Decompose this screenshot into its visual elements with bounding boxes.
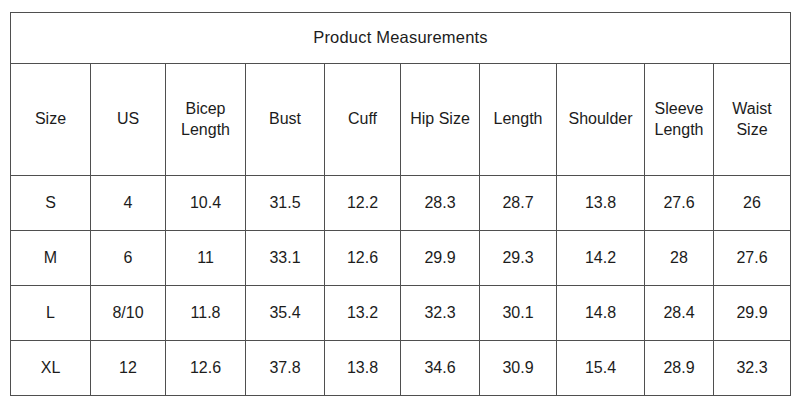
cell-xl-bicep-length: 12.6 <box>166 341 246 396</box>
cell-xl-waist-size: 32.3 <box>714 341 791 396</box>
cell-l-sleeve-length: 28.4 <box>645 286 714 341</box>
column-header-cuff: Cuff <box>325 64 401 176</box>
cell-m-waist-size: 27.6 <box>714 231 791 286</box>
cell-l-us: 8/10 <box>91 286 166 341</box>
table-row-l: L8/1011.835.413.232.330.114.828.429.9 <box>11 286 791 341</box>
cell-l-waist-size: 29.9 <box>714 286 791 341</box>
column-header-hip-size: Hip Size <box>401 64 480 176</box>
cell-s-bicep-length: 10.4 <box>166 176 246 231</box>
cell-xl-cuff: 13.8 <box>325 341 401 396</box>
cell-l-hip-size: 32.3 <box>401 286 480 341</box>
cell-m-cuff: 12.6 <box>325 231 401 286</box>
cell-s-bust: 31.5 <box>246 176 325 231</box>
cell-m-sleeve-length: 28 <box>645 231 714 286</box>
cell-m-size: M <box>11 231 91 286</box>
cell-xl-us: 12 <box>91 341 166 396</box>
cell-m-us: 6 <box>91 231 166 286</box>
table-row-m: M61133.112.629.929.314.22827.6 <box>11 231 791 286</box>
table-title-row: Product Measurements <box>11 13 791 64</box>
cell-m-shoulder: 14.2 <box>557 231 645 286</box>
cell-l-bicep-length: 11.8 <box>166 286 246 341</box>
column-header-us: US <box>91 64 166 176</box>
cell-s-length: 28.7 <box>480 176 557 231</box>
column-header-bust: Bust <box>246 64 325 176</box>
product-measurements-table: Product Measurements SizeUSBicep LengthB… <box>10 12 791 396</box>
cell-xl-sleeve-length: 28.9 <box>645 341 714 396</box>
cell-l-size: L <box>11 286 91 341</box>
cell-l-shoulder: 14.8 <box>557 286 645 341</box>
column-header-shoulder: Shoulder <box>557 64 645 176</box>
cell-xl-hip-size: 34.6 <box>401 341 480 396</box>
cell-l-bust: 35.4 <box>246 286 325 341</box>
cell-s-cuff: 12.2 <box>325 176 401 231</box>
product-measurements-table-container: Product Measurements SizeUSBicep LengthB… <box>10 12 790 396</box>
cell-s-us: 4 <box>91 176 166 231</box>
cell-xl-shoulder: 15.4 <box>557 341 645 396</box>
table-row-s: S410.431.512.228.328.713.827.626 <box>11 176 791 231</box>
cell-s-waist-size: 26 <box>714 176 791 231</box>
column-header-sleeve-length: Sleeve Length <box>645 64 714 176</box>
cell-m-bicep-length: 11 <box>166 231 246 286</box>
column-header-bicep-length: Bicep Length <box>166 64 246 176</box>
cell-s-size: S <box>11 176 91 231</box>
table-title: Product Measurements <box>11 13 791 64</box>
table-row-xl: XL1212.637.813.834.630.915.428.932.3 <box>11 341 791 396</box>
cell-s-sleeve-length: 27.6 <box>645 176 714 231</box>
cell-xl-size: XL <box>11 341 91 396</box>
cell-m-bust: 33.1 <box>246 231 325 286</box>
cell-m-hip-size: 29.9 <box>401 231 480 286</box>
cell-xl-length: 30.9 <box>480 341 557 396</box>
cell-l-cuff: 13.2 <box>325 286 401 341</box>
column-header-size: Size <box>11 64 91 176</box>
column-header-length: Length <box>480 64 557 176</box>
cell-xl-bust: 37.8 <box>246 341 325 396</box>
table-header-row: SizeUSBicep LengthBustCuffHip SizeLength… <box>11 64 791 176</box>
cell-l-length: 30.1 <box>480 286 557 341</box>
column-header-waist-size: Waist Size <box>714 64 791 176</box>
cell-s-hip-size: 28.3 <box>401 176 480 231</box>
cell-m-length: 29.3 <box>480 231 557 286</box>
cell-s-shoulder: 13.8 <box>557 176 645 231</box>
